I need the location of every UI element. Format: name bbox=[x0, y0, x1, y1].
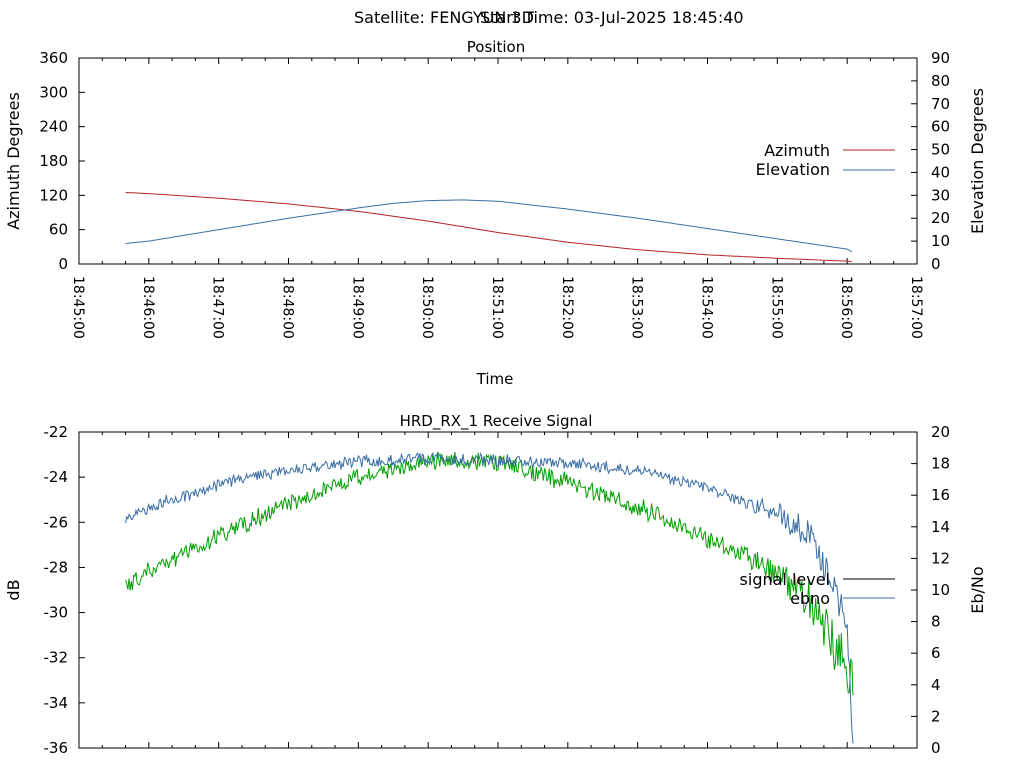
y2-tick-label: 6 bbox=[931, 644, 941, 662]
position-x-axis-label: Time bbox=[476, 370, 514, 388]
position-y-axis-label: Azimuth Degrees bbox=[4, 92, 23, 230]
y2-tick-label: 12 bbox=[931, 549, 950, 567]
y-tick-label: -24 bbox=[44, 468, 69, 486]
y2-tick-label: 8 bbox=[931, 613, 941, 631]
y2-tick-label: 18 bbox=[931, 455, 950, 473]
x-tick-label: 18:57:00 bbox=[908, 276, 924, 339]
signal-legend: signal level ebno bbox=[740, 570, 895, 608]
y-tick-label: 360 bbox=[39, 49, 68, 67]
start-time-label: Start Time: 03-Jul-2025 18:45:40 bbox=[480, 8, 744, 27]
y2-tick-label: 0 bbox=[931, 739, 941, 757]
position-chart-title: Position bbox=[467, 38, 525, 56]
x-tick-label: 18:47:00 bbox=[210, 276, 226, 339]
position-legend: Azimuth Elevation bbox=[756, 141, 895, 179]
y2-tick-label: 80 bbox=[931, 72, 950, 90]
signal-y-axis-label: dB bbox=[4, 579, 23, 600]
y2-tick-label: 40 bbox=[931, 163, 950, 181]
y-tick-label: 300 bbox=[39, 83, 68, 101]
y2-tick-label: 70 bbox=[931, 95, 950, 113]
legend-azimuth-label: Azimuth bbox=[764, 141, 830, 160]
signal-y2-axis-label: Eb/No bbox=[968, 566, 987, 613]
y2-tick-label: 10 bbox=[931, 581, 950, 599]
signal-chart: HRD_RX_1 Receive Signal -36-34-32-30-28-… bbox=[4, 412, 987, 757]
position-y2-axis-label: Elevation Degrees bbox=[968, 88, 987, 234]
y2-tick-label: 0 bbox=[931, 255, 941, 273]
y-tick-label: -32 bbox=[44, 649, 69, 667]
x-tick-label: 18:45:00 bbox=[70, 276, 86, 339]
y2-tick-label: 10 bbox=[931, 232, 950, 250]
y2-tick-label: 90 bbox=[931, 49, 950, 67]
y-tick-label: -34 bbox=[44, 694, 69, 712]
satellite-label: Satellite: FENGYUN 3D bbox=[354, 8, 534, 27]
y-tick-label: 120 bbox=[39, 186, 68, 204]
y-tick-label: -30 bbox=[44, 604, 69, 622]
x-tick-label: 18:51:00 bbox=[489, 276, 505, 339]
elevation-series-line bbox=[125, 199, 853, 253]
y-tick-label: -36 bbox=[44, 739, 69, 757]
y2-tick-label: 14 bbox=[931, 518, 950, 536]
x-tick-label: 18:48:00 bbox=[280, 276, 296, 339]
position-left-axis: 0 60 120 180 240 300 360 bbox=[39, 49, 85, 273]
position-x-axis: 18:45:00 18:46:00 18:47:00 18:48:00 18:49:00… bbox=[70, 58, 924, 339]
y2-tick-label: 50 bbox=[931, 141, 950, 159]
y2-tick-label: 60 bbox=[931, 118, 950, 136]
legend-elevation-label: Elevation bbox=[756, 160, 830, 179]
signal-x-axis bbox=[78, 432, 918, 748]
y-tick-label: 60 bbox=[49, 221, 68, 239]
x-tick-label: 18:49:00 bbox=[349, 276, 365, 339]
y-tick-label: 240 bbox=[39, 118, 68, 136]
y2-tick-label: 30 bbox=[931, 186, 950, 204]
y-tick-label: 0 bbox=[58, 255, 68, 273]
signal-level-series-line bbox=[125, 452, 854, 696]
y-tick-label: -22 bbox=[44, 423, 69, 441]
x-tick-label: 18:55:00 bbox=[768, 276, 784, 339]
y2-tick-label: 20 bbox=[931, 209, 950, 227]
position-series bbox=[125, 192, 853, 263]
x-tick-label: 18:50:00 bbox=[419, 276, 435, 339]
signal-left-axis: -36 -34 -32 -30 -28 -26 -24 -22 bbox=[44, 423, 85, 757]
azimuth-series-line bbox=[125, 192, 852, 263]
legend-ebno-label: ebno bbox=[790, 589, 830, 608]
x-tick-label: 18:56:00 bbox=[838, 276, 854, 339]
signal-right-axis: 0 2 4 6 8 10 12 14 16 18 20 bbox=[911, 423, 950, 757]
x-tick-label: 18:54:00 bbox=[699, 276, 715, 339]
position-chart: Position 18:45:00 18:46:00 18:47:00 18:48:0… bbox=[4, 38, 987, 388]
signal-series bbox=[125, 451, 854, 744]
x-tick-label: 18:52:00 bbox=[559, 276, 575, 339]
y2-tick-label: 16 bbox=[931, 486, 950, 504]
x-tick-label: 18:53:00 bbox=[629, 276, 645, 339]
ebno-series-line bbox=[125, 451, 854, 744]
y-tick-label: -28 bbox=[44, 558, 69, 576]
y2-tick-label: 20 bbox=[931, 423, 950, 441]
x-tick-label: 18:46:00 bbox=[140, 276, 156, 339]
y2-tick-label: 2 bbox=[931, 707, 941, 725]
y-tick-label: -26 bbox=[44, 513, 69, 531]
signal-chart-title: HRD_RX_1 Receive Signal bbox=[400, 412, 593, 431]
y2-tick-label: 4 bbox=[931, 676, 941, 694]
y-tick-label: 180 bbox=[39, 152, 68, 170]
legend-signal-level-label: signal level bbox=[740, 570, 830, 589]
position-right-axis: 0 10 20 30 40 50 60 70 80 90 bbox=[911, 49, 950, 273]
